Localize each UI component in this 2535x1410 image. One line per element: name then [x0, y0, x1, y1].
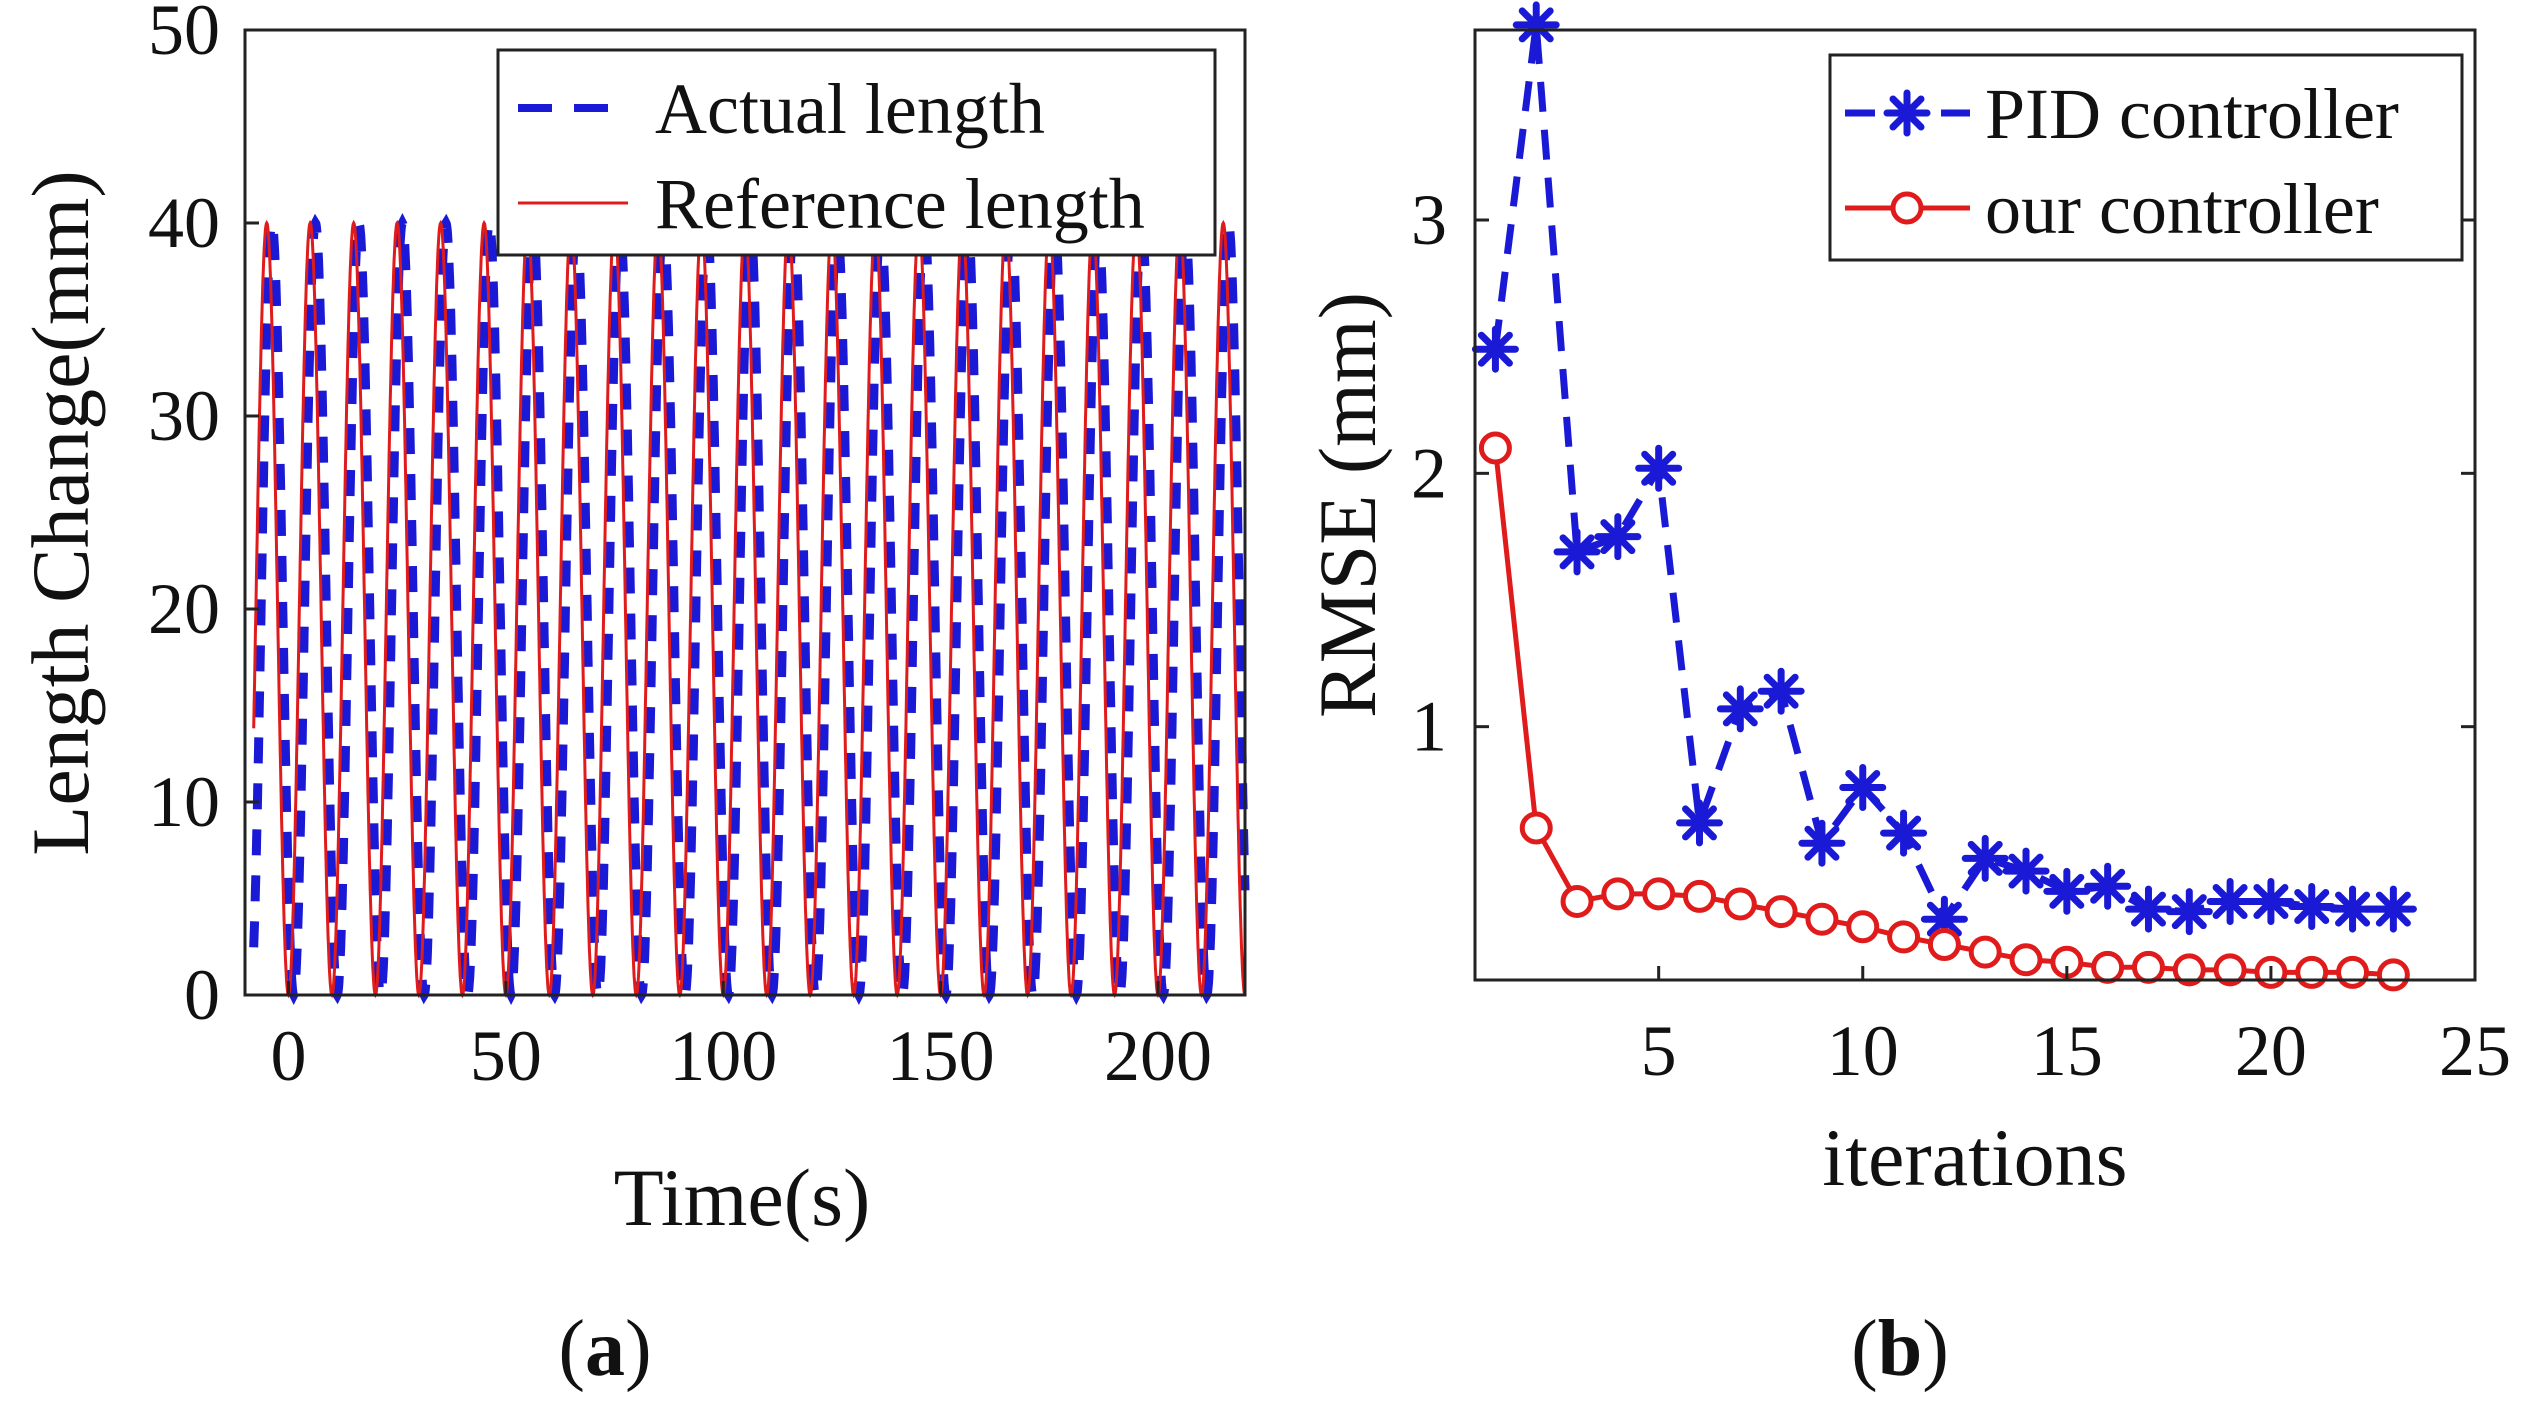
data-point-our-controller [2376, 958, 2410, 992]
data-point-our-controller [1887, 920, 1921, 954]
data-point-pid-controller [2247, 877, 2295, 925]
panel-a-caption-close: ) [625, 1305, 652, 1393]
legend-actual-length-label: Actual length [655, 69, 1045, 149]
data-point-our-controller [1601, 877, 1635, 911]
panel-b-ylabel: RMSE (mm) [1302, 292, 1393, 718]
data-point-our-controller [1764, 895, 1798, 929]
data-point-our-controller [2131, 950, 2165, 984]
panel-b-legend-box [1828, 53, 2464, 262]
panel-a-plot-frame [243, 28, 1247, 997]
data-point-pid-controller [2288, 883, 2336, 931]
panel-a-series-lines [249, 212, 1250, 1006]
panel-a-ytick-label: 10 [148, 762, 220, 842]
data-point-our-controller [1642, 877, 1676, 911]
panel-a-ytick-label: 30 [148, 376, 220, 456]
panel-b-ytick-label: 3 [1411, 180, 1447, 260]
data-point-our-controller [1682, 879, 1716, 913]
legend-pid-swatch-marker [1883, 89, 1931, 137]
panel-b-caption-letter: b [1878, 1305, 1923, 1393]
data-point-pid-controller [2329, 885, 2377, 933]
data-point-pid-controller [2165, 888, 2213, 936]
data-point-pid-controller [1553, 528, 1601, 576]
panel-a-chart: 0 50 100 150 200 0 10 20 30 40 50 Time(s) Length C… [15, 0, 1250, 1393]
data-point-our-controller [2009, 943, 2043, 977]
panel-a-xtick-label: 0 [270, 1016, 306, 1096]
panel-b-xtick-label: 15 [2031, 1011, 2103, 1091]
data-point-our-controller [1560, 884, 1594, 918]
panel-b-xtick-label: 25 [2439, 1011, 2511, 1091]
panel-b-xtick-label: 5 [1641, 1011, 1677, 1091]
data-point-our-controller [1927, 928, 1961, 962]
data-point-pid-controller [1880, 809, 1928, 857]
panel-a-legend: Actual length Reference length [496, 48, 1217, 257]
data-point-pid-controller [1471, 325, 1519, 373]
legend-our-label: our controller [1985, 169, 2379, 249]
panel-a-ticks: 0 50 100 150 200 0 10 20 30 40 50 [148, 0, 1212, 1096]
panel-b-series-lines [1471, 1, 2417, 992]
data-point-our-controller [1805, 902, 1839, 936]
panel-a-ytick-label: 50 [148, 0, 220, 70]
data-point-our-controller [1846, 910, 1880, 944]
panel-b-plot-frame [1473, 28, 2477, 982]
data-point-pid-controller [1512, 1, 1560, 49]
panel-b-chart: 5 10 15 20 25 1 2 3 iterations RMSE (mm) PID co… [1302, 1, 2511, 1393]
legend-reference-length-label: Reference length [655, 164, 1145, 244]
panel-a-ytick-label: 40 [148, 183, 220, 263]
data-point-pid-controller [1675, 799, 1723, 847]
data-point-pid-controller [2206, 877, 2254, 925]
legend-our-swatch-marker [1890, 191, 1924, 225]
panel-a-xtick-label: 100 [669, 1016, 777, 1096]
data-point-pid-controller [1757, 667, 1805, 715]
panel-a-ytick-label: 0 [184, 955, 220, 1035]
data-point-pid-controller [1798, 819, 1846, 867]
data-point-our-controller [2336, 955, 2370, 989]
data-point-pid-controller [1920, 895, 1968, 943]
data-point-pid-controller [1716, 685, 1764, 733]
data-point-our-controller [1519, 811, 1553, 845]
data-point-our-controller [1478, 431, 1512, 465]
data-point-pid-controller [2002, 847, 2050, 895]
data-point-our-controller [1968, 935, 2002, 969]
panel-b-xtick-label: 20 [2235, 1011, 2307, 1091]
panel-b-legend: PID controller our controller [1828, 53, 2464, 262]
panel-b-ytick-label: 2 [1411, 433, 1447, 513]
panel-b-caption-open: ( [1851, 1305, 1878, 1393]
panel-a-caption: (a) [558, 1305, 651, 1393]
panel-b-ticks: 5 10 15 20 25 1 2 3 [1411, 180, 2511, 1091]
panel-b-ytick-label: 1 [1411, 687, 1447, 767]
panel-b-xtick-label: 10 [1827, 1011, 1899, 1091]
data-point-our-controller [2091, 950, 2125, 984]
data-point-our-controller [2213, 953, 2247, 987]
data-point-pid-controller [1594, 513, 1642, 561]
data-point-our-controller [2295, 955, 2329, 989]
panel-a-xtick-label: 50 [470, 1016, 542, 1096]
panel-a-ytick-label: 20 [148, 569, 220, 649]
panel-b-xlabel: iterations [1822, 1112, 2127, 1203]
data-point-our-controller [2172, 953, 2206, 987]
data-point-pid-controller [2124, 885, 2172, 933]
panel-b-caption: (b) [1851, 1305, 1949, 1393]
data-point-pid-controller [2369, 885, 2417, 933]
data-point-pid-controller [1961, 834, 2009, 882]
panel-a-caption-open: ( [558, 1305, 585, 1393]
data-point-our-controller [1723, 887, 1757, 921]
panel-a-xtick-label: 200 [1104, 1016, 1212, 1096]
panel-a-legend-box [496, 48, 1217, 257]
data-point-pid-controller [2043, 867, 2091, 915]
panel-a-caption-letter: a [585, 1305, 625, 1393]
data-point-pid-controller [2084, 862, 2132, 910]
data-point-pid-controller [1635, 444, 1683, 492]
panel-a-xtick-label: 150 [887, 1016, 995, 1096]
panel-b-caption-close: ) [1922, 1305, 1949, 1393]
data-point-pid-controller [1839, 763, 1887, 811]
legend-pid-label: PID controller [1985, 74, 2399, 154]
panel-a-ylabel: Length Change(mm) [15, 170, 106, 855]
panel-a-xlabel: Time(s) [614, 1152, 871, 1243]
